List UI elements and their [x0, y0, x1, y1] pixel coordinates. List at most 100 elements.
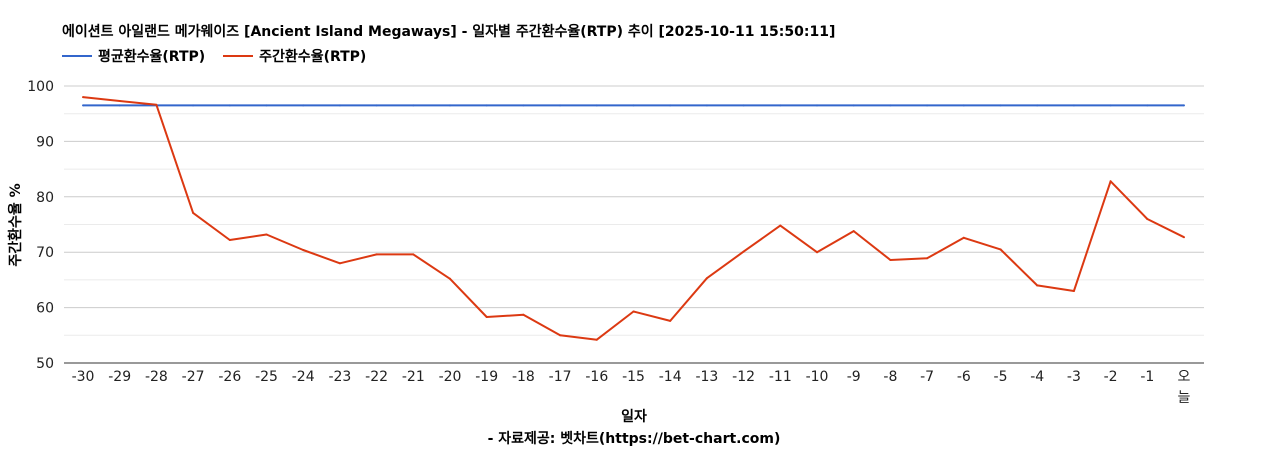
data-point-average [705, 104, 708, 107]
x-tick-label: -18 [512, 369, 535, 385]
x-tick-label: -27 [182, 369, 205, 385]
data-point-weekly [375, 253, 378, 256]
x-axis-title: 일자 [621, 409, 647, 425]
data-point-weekly [228, 239, 231, 242]
data-point-weekly [1146, 217, 1149, 220]
data-point-weekly [265, 233, 268, 236]
data-point-average [889, 104, 892, 107]
chart-title: 에이션트 아일랜드 메가웨이즈 [Ancient Island Megaways… [62, 24, 836, 40]
x-tick-label: -24 [292, 369, 315, 385]
y-tick-label: 60 [36, 301, 54, 317]
source-credit: - 자료제공: 벳차트(https://bet-chart.com) [487, 431, 781, 447]
x-tick-label: -14 [659, 369, 682, 385]
x-tick-label: -5 [994, 369, 1008, 385]
legend-label-weekly: 주간환수율(RTP) [259, 49, 367, 65]
data-point-average [338, 104, 341, 107]
data-point-weekly [1036, 284, 1039, 287]
x-tick-label: 늘 [1178, 390, 1191, 406]
data-point-average [926, 104, 929, 107]
legend-item-average[interactable]: 평균환수율(RTP) [62, 46, 205, 66]
x-tick-label: -7 [920, 369, 934, 385]
data-point-weekly [82, 96, 84, 99]
y-tick-label: 90 [36, 134, 54, 150]
data-point-weekly [1072, 289, 1075, 292]
x-tick-label: 오 [1178, 369, 1191, 385]
data-point-weekly [302, 248, 305, 251]
data-point-weekly [816, 251, 818, 254]
data-point-average [485, 104, 488, 107]
x-tick-label: -28 [145, 369, 168, 385]
data-point-average [265, 104, 268, 107]
data-point-weekly [449, 277, 451, 280]
data-point-average [82, 104, 84, 107]
data-point-weekly [1109, 180, 1112, 183]
data-point-weekly [705, 277, 708, 280]
data-point-average [999, 104, 1002, 107]
legend-item-weekly[interactable]: 주간환수율(RTP) [223, 46, 366, 66]
data-point-average [192, 104, 195, 107]
x-tick-label: -17 [549, 369, 572, 385]
x-tick-label: -25 [255, 369, 278, 385]
data-point-average [669, 104, 672, 107]
data-point-average [1036, 104, 1039, 107]
x-tick-label: -6 [957, 369, 971, 385]
x-tick-label: -12 [732, 369, 755, 385]
data-point-weekly [852, 230, 855, 233]
data-point-weekly [889, 258, 892, 261]
data-point-average [412, 104, 415, 107]
x-tick-label: -11 [769, 369, 792, 385]
x-tick-label: -30 [72, 369, 95, 385]
data-point-weekly [522, 313, 525, 316]
data-point-weekly [118, 99, 121, 102]
data-point-weekly [779, 224, 782, 227]
x-tick-label: -20 [439, 369, 462, 385]
data-point-average [742, 104, 745, 107]
data-point-average [228, 104, 231, 107]
x-tick-label: -4 [1030, 369, 1044, 385]
legend-swatch-weekly [223, 55, 254, 57]
x-tick-label: -16 [585, 369, 608, 385]
data-point-average [1183, 104, 1185, 107]
data-point-weekly [742, 250, 745, 253]
data-point-weekly [999, 248, 1002, 251]
legend-swatch-average [62, 55, 92, 57]
data-point-average [1072, 104, 1075, 107]
data-point-average [779, 104, 782, 107]
x-tick-label: -29 [108, 369, 131, 385]
data-point-average [1146, 104, 1149, 107]
data-point-weekly [192, 211, 195, 214]
x-tick-label: -15 [622, 369, 645, 385]
x-tick-label: -23 [328, 369, 351, 385]
data-point-average [816, 104, 818, 107]
series-line-weekly [82, 96, 1185, 341]
x-tick-label: -9 [847, 369, 861, 385]
data-point-average [1109, 104, 1112, 107]
data-point-weekly [485, 316, 488, 319]
data-point-average [962, 104, 965, 107]
data-point-average [302, 104, 305, 107]
x-tick-label: -22 [365, 369, 388, 385]
x-tick-label: -19 [475, 369, 498, 385]
data-point-average [449, 104, 451, 107]
y-tick-label: 100 [27, 79, 54, 95]
data-point-weekly [962, 236, 965, 239]
data-point-weekly [595, 338, 598, 341]
data-point-average [595, 104, 598, 107]
data-point-weekly [632, 310, 635, 313]
x-tick-label: -13 [695, 369, 718, 385]
x-tick-label: -3 [1067, 369, 1081, 385]
data-point-weekly [155, 103, 158, 106]
data-point-weekly [412, 253, 415, 256]
x-tick-label: -10 [806, 369, 829, 385]
data-point-average [522, 104, 525, 107]
x-tick-label: -21 [402, 369, 425, 385]
data-point-average [375, 104, 378, 107]
data-point-average [632, 104, 635, 107]
x-tick-label: -2 [1104, 369, 1118, 385]
y-tick-label: 70 [36, 245, 54, 261]
y-tick-label: 80 [36, 190, 54, 206]
data-point-weekly [669, 319, 672, 322]
legend: 평균환수율(RTP) 주간환수율(RTP) [62, 46, 384, 66]
data-point-weekly [926, 257, 929, 260]
